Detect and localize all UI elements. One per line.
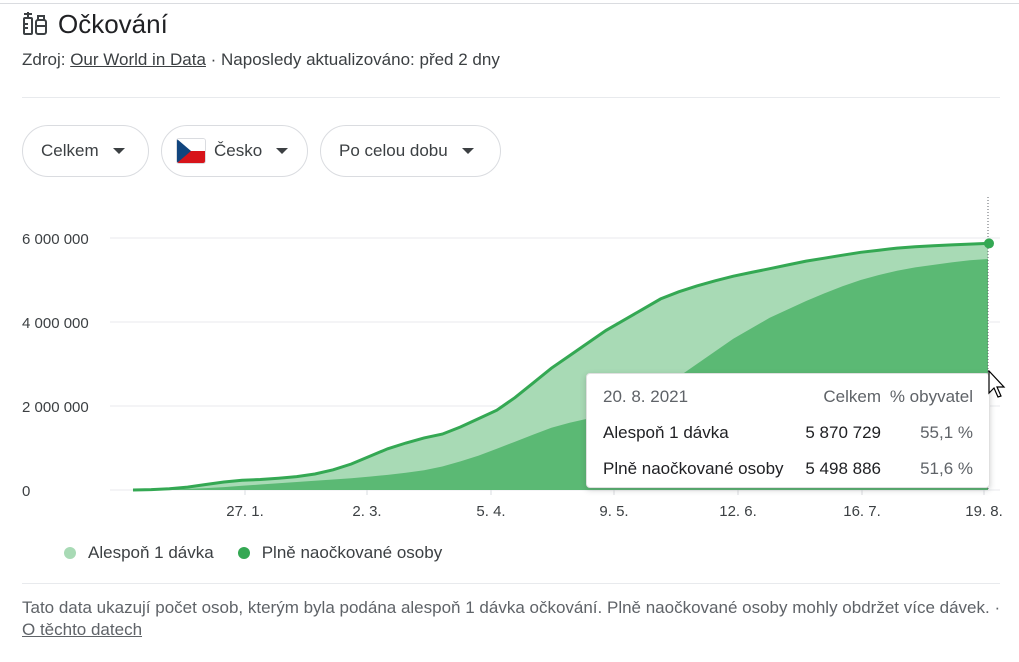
legend-dot-icon bbox=[237, 547, 250, 559]
y-tick-label: 2 000 000 bbox=[22, 399, 89, 416]
tooltip-col-total: Celkem bbox=[823, 387, 881, 406]
about-data-link[interactable]: O těchto datech bbox=[22, 620, 143, 639]
legend-dot-icon bbox=[64, 547, 76, 559]
country-dropdown[interactable]: Česko bbox=[161, 125, 308, 177]
footnote: Tato data ukazují počet osob, kterým byl… bbox=[22, 597, 1002, 641]
tooltip-date: 20. 8. 2021 bbox=[603, 387, 689, 406]
x-tick-label: 19. 8. bbox=[965, 503, 1003, 520]
tooltip-row-pct: 55,1 % bbox=[920, 423, 973, 442]
tooltip-row-label: Plně naočkované osoby bbox=[603, 459, 784, 478]
x-tick-label: 2. 3. bbox=[352, 503, 381, 520]
period-dropdown[interactable]: Po celou dobu bbox=[320, 125, 501, 177]
legend-item-one-dose: Alespoň 1 dávka bbox=[64, 543, 214, 563]
x-tick-label: 16. 7. bbox=[843, 503, 881, 520]
footnote-separator: · bbox=[989, 598, 1001, 617]
footnote-text: Tato data ukazují počet osob, kterým byl… bbox=[22, 598, 990, 617]
y-tick-label: 0 bbox=[22, 483, 30, 500]
mouse-cursor-icon bbox=[988, 370, 1006, 398]
chevron-down-icon bbox=[461, 148, 474, 154]
chevron-down-icon bbox=[276, 148, 289, 154]
tooltip-row-total: 5 498 886 bbox=[805, 459, 881, 478]
source-line: Zdroj: Our World in Data · Naposledy akt… bbox=[22, 50, 500, 70]
tooltip-row-total: 5 870 729 bbox=[805, 423, 881, 442]
x-tick-label: 12. 6. bbox=[719, 503, 757, 520]
x-tick-label: 9. 5. bbox=[599, 503, 628, 520]
x-tick-label: 5. 4. bbox=[476, 503, 505, 520]
divider-bottom bbox=[22, 583, 1000, 584]
metric-dropdown-label: Celkem bbox=[41, 141, 99, 160]
chart-tooltip: 20. 8. 2021 Celkem % obyvatel Alespoň 1 … bbox=[586, 373, 990, 488]
chevron-down-icon bbox=[112, 148, 125, 154]
legend-item-full: Plně naočkované osoby bbox=[237, 543, 443, 563]
chart-legend: Alespoň 1 dávka Plně naočkované osoby bbox=[64, 543, 466, 563]
y-tick-label: 6 000 000 bbox=[22, 231, 89, 248]
card-header: Očkování bbox=[22, 8, 168, 40]
divider-top bbox=[22, 97, 1000, 98]
tooltip-row-pct: 51,6 % bbox=[920, 459, 973, 478]
source-link[interactable]: Our World in Data bbox=[70, 50, 206, 69]
y-tick-label: 4 000 000 bbox=[22, 315, 89, 332]
metric-dropdown[interactable]: Celkem bbox=[22, 125, 149, 177]
period-dropdown-label: Po celou dobu bbox=[339, 141, 448, 160]
page-title: Očkování bbox=[58, 9, 168, 39]
source-prefix: Zdroj: bbox=[22, 50, 71, 69]
top-border bbox=[0, 3, 1019, 4]
series-line-one-dose bbox=[132, 241, 989, 492]
czech-flag-icon bbox=[176, 138, 206, 164]
legend-label: Alespoň 1 dávka bbox=[88, 543, 214, 562]
vaccine-icon bbox=[23, 12, 47, 35]
x-tick-label: 27. 1. bbox=[226, 503, 264, 520]
tooltip-row-label: Alespoň 1 dávka bbox=[603, 423, 729, 442]
updated-text: · Naposledy aktualizováno: před 2 dny bbox=[205, 50, 500, 69]
hover-point bbox=[984, 238, 994, 249]
tooltip-col-pct: % obyvatel bbox=[889, 387, 973, 406]
country-dropdown-label: Česko bbox=[214, 141, 263, 160]
legend-label: Plně naočkované osoby bbox=[261, 543, 443, 562]
